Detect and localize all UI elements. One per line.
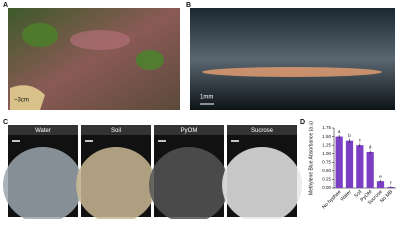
hyphae [202,67,382,77]
hyphae [70,30,130,50]
significance-letter: b [348,133,351,138]
condition-label: Sucrose [251,128,274,134]
plate [3,147,83,219]
y-tick-label: 0.50 [322,168,331,173]
significance-letter: d [369,144,372,149]
panel-label: D [300,119,305,126]
y-tick-label: 1.50 [322,134,331,139]
condition-label: PyOM [181,128,198,134]
y-tick-label: 1.25 [322,142,331,147]
plate [76,147,156,219]
significance-letter: e [379,174,382,179]
leaf [10,85,45,110]
y-tick-label: 0.00 [322,185,331,190]
y-tick-label: 0.75 [322,159,331,164]
x-tick-label: Water [339,189,353,203]
moss [136,50,164,70]
figure: A ~3cm B 1mm C Water Soil PyOM Sucrose D Me… [3,2,396,219]
significance-letter: a [338,129,341,134]
y-tick-label: 1.00 [322,151,331,156]
photo-c: Water Soil PyOM Sucrose [3,125,302,219]
moss [22,23,58,47]
panel-label: A [3,2,8,9]
plate [222,147,302,219]
photo-b [190,8,395,110]
scale-label: 1mm [200,95,213,101]
panel-label: C [3,119,8,126]
label-bg [8,125,78,135]
condition-label: Soil [111,128,121,134]
bar [356,145,364,188]
label-bg [227,125,297,135]
label-bg [154,125,224,135]
significance-letter: c [359,138,362,143]
scale-label: ~3cm [14,98,29,104]
bar [335,136,343,188]
chart: Methylene Blue Absorbance (a.u) 0.00 0.25 0… [308,121,396,210]
label-bg [81,125,151,135]
bar [376,181,385,188]
condition-label: Water [35,128,51,134]
bar [366,152,374,188]
bar [345,140,354,188]
significance-letter: f [390,180,392,185]
plate [149,147,229,219]
panel-label: B [186,2,191,9]
x-tick-label: Soil [353,189,363,199]
y-axis-label: Methylene Blue Absorbance (a.u) [308,121,314,195]
y-tick-label: 1.75 [322,125,331,130]
y-tick-label: 0.25 [322,177,331,182]
